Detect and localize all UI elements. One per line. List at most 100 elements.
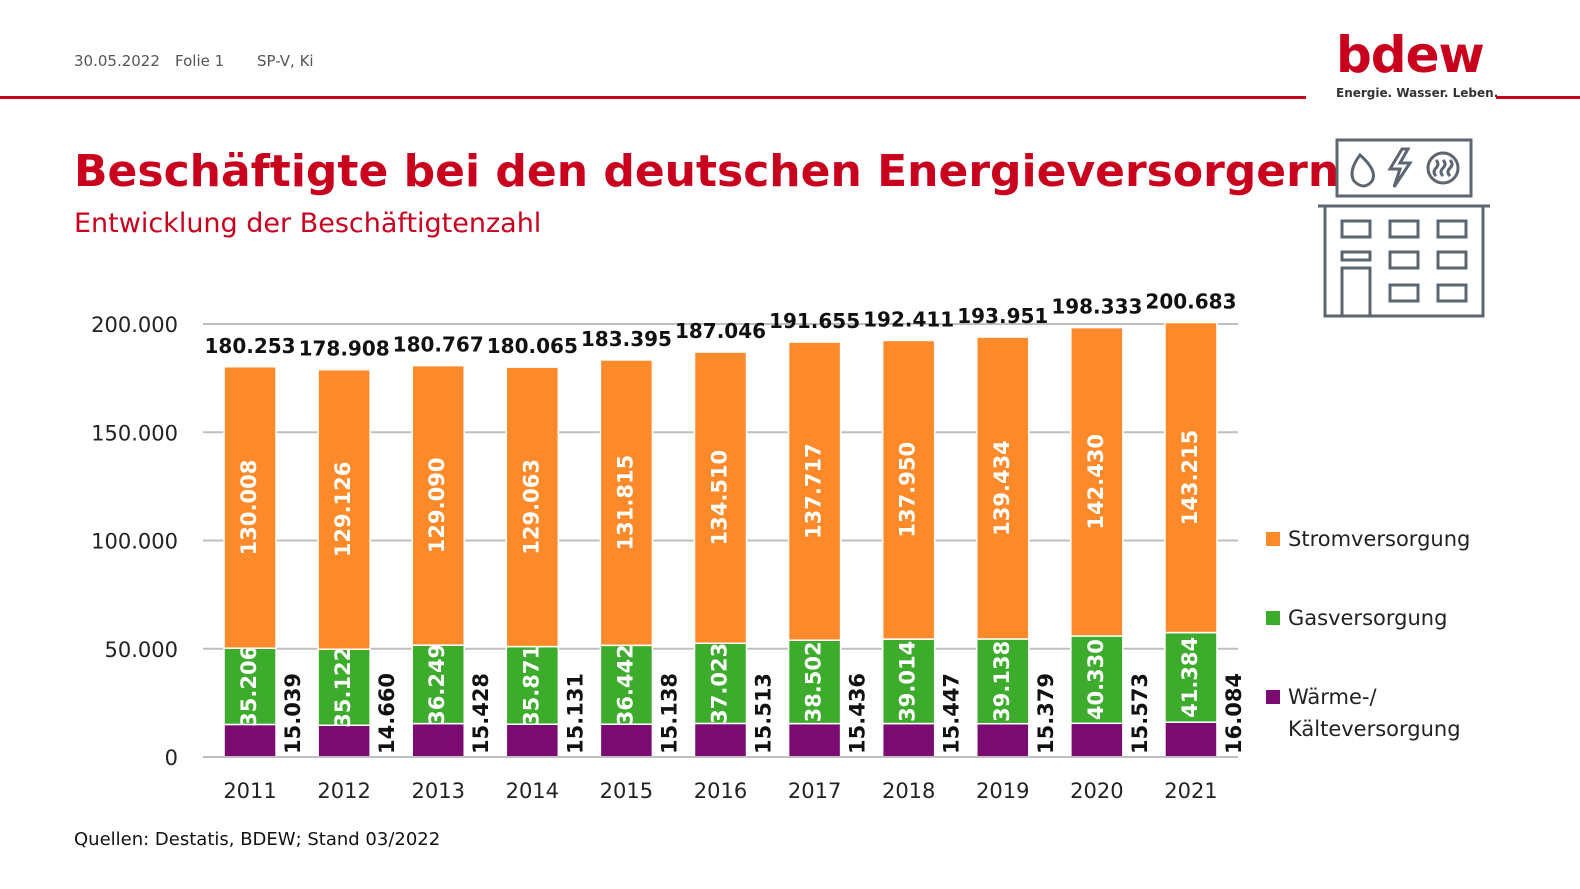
bar-segment xyxy=(317,368,371,650)
value-label: 130.008 xyxy=(237,460,261,556)
total-label: 192.411 xyxy=(863,307,954,331)
x-tick-label: 2020 xyxy=(1070,779,1123,803)
bar-segment xyxy=(599,723,654,758)
value-label: 15.513 xyxy=(752,673,776,754)
bar-segment xyxy=(1070,326,1124,637)
bar-segment xyxy=(411,644,465,725)
bar-segment xyxy=(505,723,560,758)
value-label: 129.063 xyxy=(519,459,543,555)
value-label: 15.131 xyxy=(563,673,587,754)
value-label: 139.434 xyxy=(990,440,1014,536)
bar-segment xyxy=(599,359,654,647)
building-icon xyxy=(1318,138,1490,318)
total-label: 183.395 xyxy=(581,327,672,351)
legend-swatch xyxy=(1266,611,1280,625)
x-tick-label: 2014 xyxy=(506,779,559,803)
value-label: 16.084 xyxy=(1222,673,1246,754)
y-tick-label: 50.000 xyxy=(105,638,178,662)
bar-segment xyxy=(787,341,842,641)
bar-segment xyxy=(1070,635,1124,725)
bar-segment xyxy=(223,366,277,649)
legend-swatch xyxy=(1266,690,1280,704)
total-label: 187.046 xyxy=(675,319,766,343)
total-label: 200.683 xyxy=(1145,290,1236,314)
value-label: 36.249 xyxy=(425,644,449,725)
source: Quellen: Destatis, BDEW; Stand 03/2022 xyxy=(74,829,441,850)
bar-segment xyxy=(976,336,1030,640)
legend-swatch xyxy=(1266,532,1280,546)
value-label: 38.502 xyxy=(802,641,826,722)
author: SP-V, Ki xyxy=(257,52,314,70)
legend-label: Wärme-/ Kälteversorgung xyxy=(1288,685,1461,741)
bar-segment xyxy=(976,638,1030,725)
title: Beschäftigte bei den deutschen Energieve… xyxy=(74,146,1340,197)
value-label: 129.126 xyxy=(331,462,355,558)
value-label: 35.122 xyxy=(331,647,355,728)
value-label: 143.215 xyxy=(1178,430,1202,526)
date: 30.05.2022 xyxy=(74,52,160,70)
value-label: 35.206 xyxy=(237,646,261,727)
value-label: 39.014 xyxy=(896,641,920,722)
y-tick-label: 150.000 xyxy=(91,421,178,445)
value-label: 137.717 xyxy=(802,443,826,539)
header-rule xyxy=(0,96,1306,99)
value-label: 134.510 xyxy=(708,450,732,546)
value-label: 40.330 xyxy=(1084,639,1108,720)
x-tick-label: 2015 xyxy=(600,779,653,803)
total-label: 180.253 xyxy=(204,334,295,358)
value-label: 142.430 xyxy=(1084,434,1108,530)
x-tick-label: 2021 xyxy=(1164,779,1217,803)
value-label: 15.447 xyxy=(940,673,964,754)
value-label: 41.384 xyxy=(1178,637,1202,718)
x-tick-label: 2017 xyxy=(788,779,841,803)
x-tick-label: 2012 xyxy=(317,779,370,803)
logo: bdew xyxy=(1336,26,1485,84)
bar-segment xyxy=(1070,722,1124,758)
y-tick-label: 100.000 xyxy=(91,530,178,554)
x-tick-label: 2013 xyxy=(412,779,465,803)
header-rule xyxy=(1496,96,1580,99)
y-tick-label: 200.000 xyxy=(91,313,178,337)
bar-segment xyxy=(881,339,936,640)
bar-segment xyxy=(411,364,465,646)
bar-segment xyxy=(317,724,371,758)
legend-item: Gasversorgung xyxy=(1266,605,1478,634)
bar-segment xyxy=(787,722,842,758)
value-label: 131.815 xyxy=(613,455,637,551)
x-tick-label: 2018 xyxy=(882,779,935,803)
total-label: 193.951 xyxy=(957,304,1048,328)
slide-number: Folie 1 xyxy=(175,52,225,70)
total-label: 180.065 xyxy=(487,334,578,358)
value-label: 129.090 xyxy=(425,458,449,554)
value-label: 137.950 xyxy=(896,442,920,538)
y-tick-label: 0 xyxy=(165,746,178,770)
bar-segment xyxy=(411,722,465,758)
subtitle: Entwicklung der Beschäftigtenzahl xyxy=(74,208,542,239)
x-tick-label: 2019 xyxy=(976,779,1029,803)
value-label: 15.039 xyxy=(281,673,305,754)
value-label: 15.428 xyxy=(469,673,493,754)
bar-segment xyxy=(881,722,936,758)
total-label: 180.767 xyxy=(393,333,484,357)
bar-segment xyxy=(787,639,842,725)
x-tick-label: 2011 xyxy=(223,779,276,803)
value-label: 15.138 xyxy=(657,673,681,754)
value-label: 15.436 xyxy=(846,673,870,754)
total-label: 191.655 xyxy=(769,309,860,333)
value-label: 15.573 xyxy=(1128,673,1152,754)
value-label: 35.871 xyxy=(519,645,543,726)
legend-label: Gasversorgung xyxy=(1288,606,1448,630)
bar-segment xyxy=(1164,321,1218,634)
total-label: 198.333 xyxy=(1051,295,1142,319)
value-label: 39.138 xyxy=(990,641,1014,722)
x-tick-label: 2016 xyxy=(694,779,747,803)
value-label: 36.442 xyxy=(613,644,637,725)
value-label: 14.660 xyxy=(375,673,399,754)
bar-segment xyxy=(1164,721,1218,758)
value-label: 37.023 xyxy=(708,643,732,724)
bar-segment xyxy=(976,722,1030,758)
legend-item: Wärme-/ Kälteversorgung xyxy=(1266,684,1478,745)
bar-segment xyxy=(693,351,748,645)
value-label: 15.379 xyxy=(1034,673,1058,754)
